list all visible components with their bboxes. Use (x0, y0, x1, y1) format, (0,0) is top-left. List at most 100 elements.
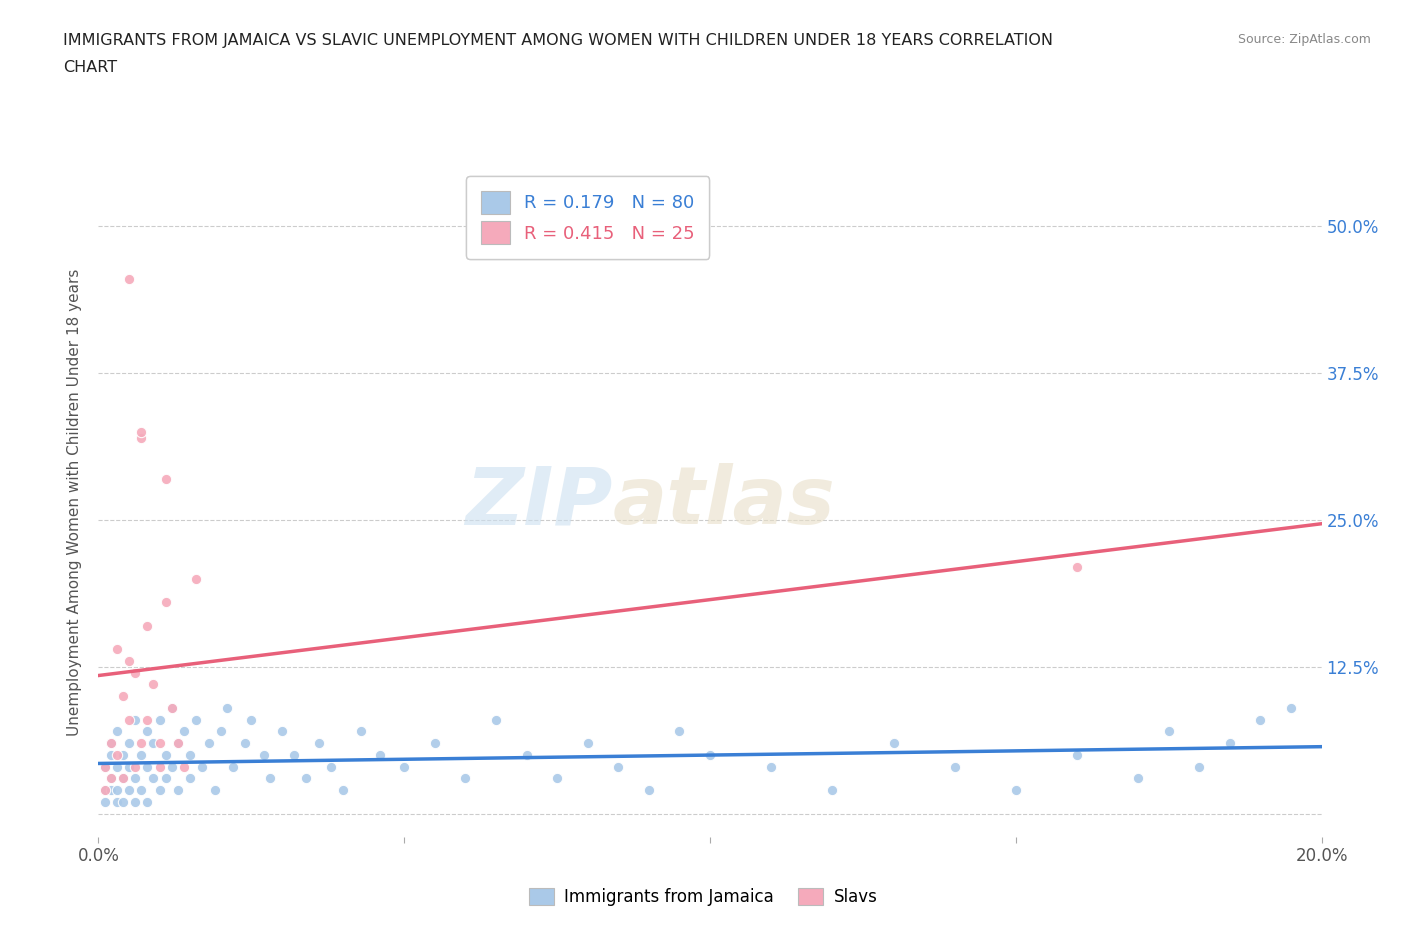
Point (155, 748, 177, 763)
Point (149, 782, 172, 797)
Point (368, 748, 391, 763)
Point (93, 782, 115, 797)
Point (155, 771, 177, 786)
Point (883, 736, 905, 751)
Legend: Immigrants from Jamaica, Slavs: Immigrants from Jamaica, Slavs (522, 881, 884, 912)
Point (142, 736, 165, 751)
Text: CHART: CHART (63, 60, 117, 75)
Point (100, 748, 122, 763)
Point (118, 654, 141, 669)
Point (136, 724, 159, 738)
Point (160, 700, 183, 715)
Point (118, 736, 141, 751)
Point (100, 736, 122, 751)
Point (546, 771, 568, 786)
Point (129, 424, 152, 439)
Point (105, 794, 128, 809)
Point (105, 748, 128, 763)
Point (270, 724, 292, 738)
Point (167, 736, 190, 751)
Point (516, 748, 538, 763)
Point (759, 759, 782, 774)
Point (167, 782, 190, 797)
Point (186, 571, 208, 586)
Point (259, 771, 281, 786)
Point (124, 759, 146, 774)
Point (308, 736, 330, 751)
Point (350, 724, 373, 738)
Point (129, 736, 152, 751)
Point (283, 748, 305, 763)
Point (252, 748, 274, 763)
Point (197, 736, 219, 751)
Point (821, 782, 844, 797)
Point (111, 748, 134, 763)
Point (111, 794, 134, 809)
Point (1188, 759, 1211, 774)
Point (100, 736, 122, 751)
Point (93, 759, 115, 774)
Point (149, 712, 172, 727)
Point (943, 759, 966, 774)
Point (100, 782, 122, 797)
Point (129, 748, 152, 763)
Point (124, 712, 146, 727)
Point (160, 700, 183, 715)
Point (118, 782, 141, 797)
Point (124, 771, 146, 786)
Point (160, 759, 183, 774)
Point (105, 782, 128, 797)
Point (240, 712, 263, 727)
Point (129, 431, 152, 445)
Point (1279, 700, 1302, 715)
Point (124, 665, 146, 680)
Point (222, 759, 245, 774)
Point (155, 472, 177, 486)
Point (1249, 712, 1271, 727)
Point (100, 771, 122, 786)
Point (179, 748, 201, 763)
Text: atlas: atlas (612, 463, 835, 541)
Point (699, 748, 721, 763)
Point (1066, 559, 1088, 574)
Legend: R = 0.179   N = 80, R = 0.415   N = 25: R = 0.179 N = 80, R = 0.415 N = 25 (467, 177, 709, 259)
Point (332, 782, 354, 797)
Point (392, 759, 416, 774)
Point (118, 712, 141, 727)
Point (173, 759, 195, 774)
Point (319, 759, 342, 774)
Point (191, 759, 214, 774)
Text: ZIP: ZIP (465, 463, 612, 541)
Text: IMMIGRANTS FROM JAMAICA VS SLAVIC UNEMPLOYMENT AMONG WOMEN WITH CHILDREN UNDER 1: IMMIGRANTS FROM JAMAICA VS SLAVIC UNEMPL… (63, 33, 1053, 47)
Point (142, 771, 165, 786)
Point (209, 724, 232, 738)
Point (454, 771, 477, 786)
Point (607, 759, 630, 774)
Point (111, 771, 134, 786)
Point (111, 771, 134, 786)
Point (173, 724, 195, 738)
Point (1128, 771, 1150, 786)
Point (118, 759, 141, 774)
Point (93, 759, 115, 774)
Point (423, 736, 446, 751)
Text: Source: ZipAtlas.com: Source: ZipAtlas.com (1237, 33, 1371, 46)
Y-axis label: Unemployment Among Women with Children Under 18 years: Unemployment Among Women with Children U… (67, 269, 83, 736)
Point (93, 794, 115, 809)
Point (1219, 736, 1241, 751)
Point (295, 771, 318, 786)
Point (118, 272, 141, 286)
Point (1066, 748, 1088, 763)
Point (136, 618, 159, 633)
Point (149, 736, 172, 751)
Point (93, 782, 115, 797)
Point (100, 771, 122, 786)
Point (233, 736, 256, 751)
Point (105, 724, 128, 738)
Point (186, 712, 208, 727)
Point (167, 736, 190, 751)
Point (136, 712, 159, 727)
Point (129, 782, 152, 797)
Point (124, 794, 146, 809)
Point (576, 736, 599, 751)
